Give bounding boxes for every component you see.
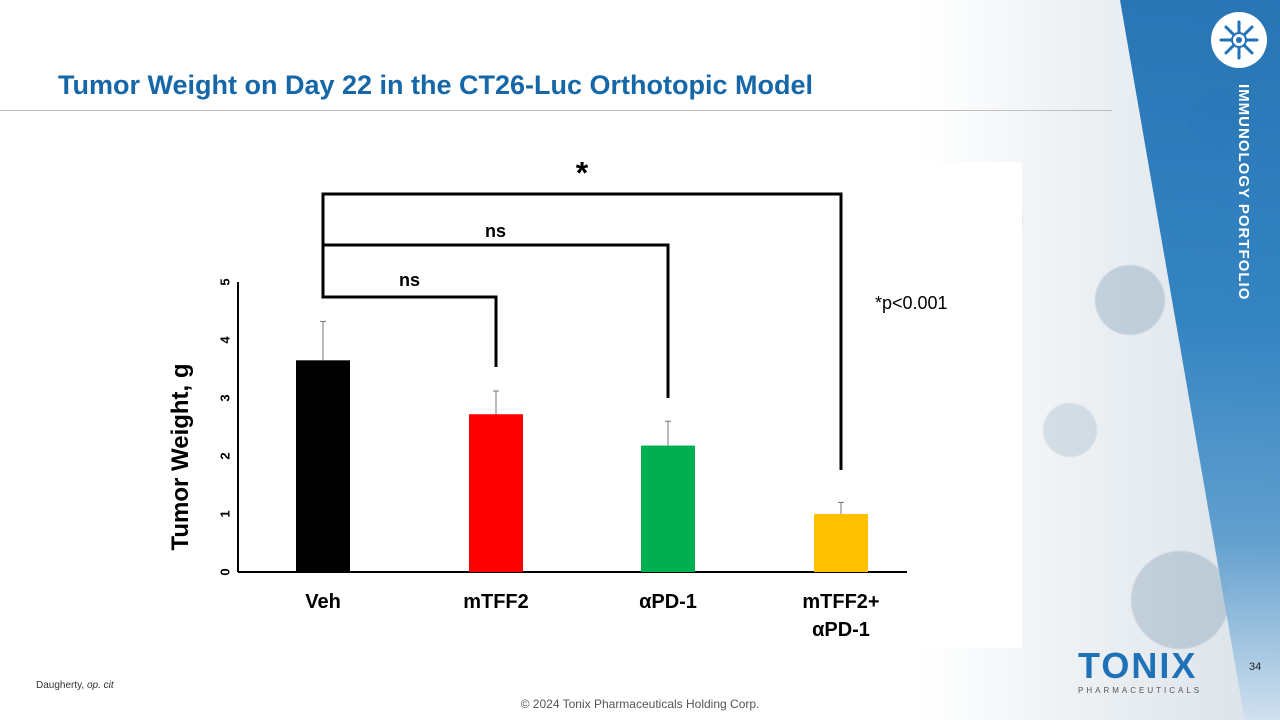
footnote-author: Daugherty, [36,680,87,691]
slide-title: Tumor Weight on Day 22 in the CT26-Luc O… [58,70,814,100]
y-tick-label: 2 [217,452,232,459]
footnote-cite: op. cit [86,680,114,691]
page-number: 34 [1249,661,1262,673]
significance-label: ns [399,270,420,290]
x-category-label: αPD-1 [639,591,697,613]
y-tick-label: 1 [217,510,232,517]
bar [296,360,350,572]
title-divider [0,110,1112,111]
brand-subtitle: PHARMACEUTICALS [1078,686,1203,695]
significance-bracket [321,276,498,367]
tonix-logo: TONIX PHARMACEUTICALS [1078,645,1208,696]
y-tick-label: 5 [217,278,232,285]
brand-name: TONIX [1078,645,1198,686]
significance-label: ns [485,221,506,241]
bar [641,445,695,572]
x-category-label: mTFF2+ [802,591,879,613]
y-axis-label: Tumor Weight, g [167,363,194,550]
portfolio-side-label: IMMUNOLOGY PORTFOLIO [1235,84,1252,301]
bar [814,514,868,572]
y-tick-label: 4 [217,336,232,344]
bar [469,414,523,572]
x-category-label: Veh [305,591,341,613]
significance-bracket [321,192,843,470]
p-value-annotation: *p<0.001 [875,293,948,313]
immunology-logo [1211,12,1267,68]
significance-label: * [576,162,589,191]
y-tick-label: 3 [217,394,232,401]
snowflake-icon [1219,20,1259,60]
source-footnote: Daugherty, op. cit [36,680,114,691]
y-tick-label: 0 [217,568,232,575]
x-category-label: mTFF2 [463,591,529,613]
tumor-weight-bar-chart: 0 1 2 3 4 5 Tumor Weight, g Veh mTFF2 αPD-1 mTFF2+… [167,155,948,641]
x-category-label-line2: αPD-1 [812,619,870,641]
chart-panel: 0 1 2 3 4 5 Tumor Weight, g Veh mTFF2 αPD-1 mTFF2+… [150,155,1022,648]
copyright-text: © 2024 Tonix Pharmaceuticals Holding Cor… [520,697,760,711]
